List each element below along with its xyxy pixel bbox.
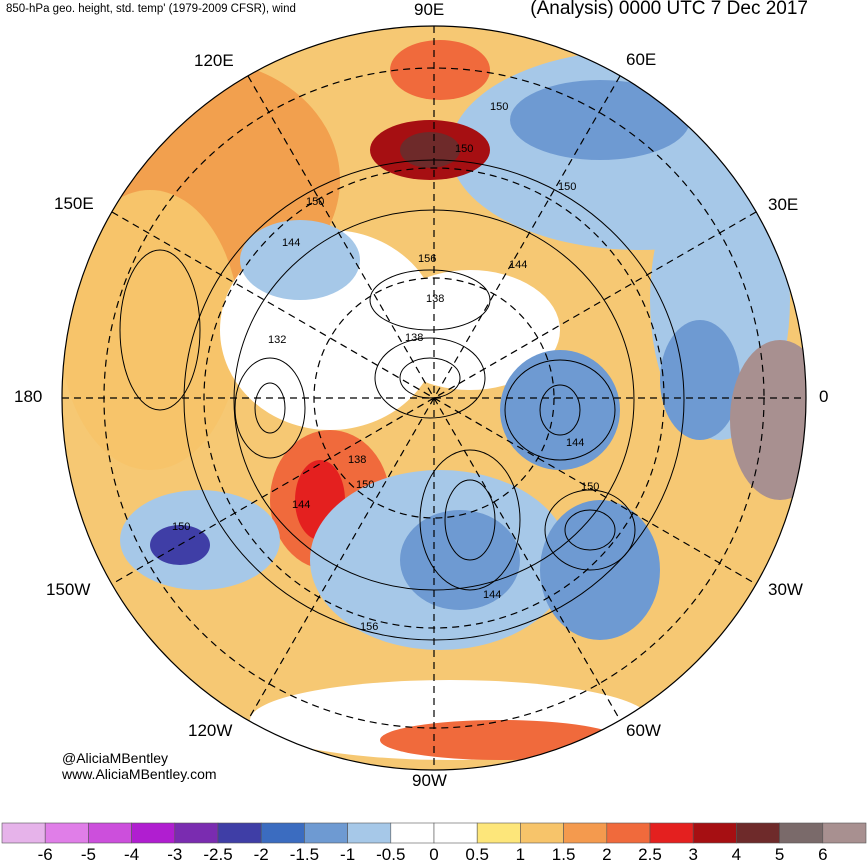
contour-label: 150 xyxy=(455,143,473,155)
colorbar-cell xyxy=(347,822,392,844)
colorbar-cell xyxy=(606,822,651,844)
colorbar-tick-label: 2 xyxy=(602,845,612,864)
colorbar-tick-label: 2.5 xyxy=(638,845,662,864)
longitude-label-150e: 150E xyxy=(54,194,94,213)
colorbar-tick-label: 0 xyxy=(429,845,439,864)
longitude-label-60e: 60E xyxy=(626,50,657,69)
contour-label: 144 xyxy=(509,259,527,271)
colorbar-cell xyxy=(476,822,521,844)
colorbar-tick-label: 1.5 xyxy=(551,845,576,864)
colorbar-cell xyxy=(1,822,46,844)
contour-label: 138 xyxy=(426,293,444,305)
colorbar-cell xyxy=(217,822,262,844)
colorbar-cell xyxy=(649,822,694,844)
polar-stereographic-map: 150 150 150 150 144 156 144 138 132 138 … xyxy=(61,25,807,771)
colorbar-tick-label: -4 xyxy=(124,845,140,864)
contour-label: 156 xyxy=(418,253,436,265)
longitude-label-90e: 90E xyxy=(414,0,445,19)
contour-labels: 150 150 150 150 144 156 144 138 132 138 … xyxy=(172,101,599,633)
colorbar-tick-label: -6 xyxy=(37,845,53,864)
contour-label: 150 xyxy=(172,521,190,533)
contour-label: 150 xyxy=(558,181,576,193)
colorbar-cell xyxy=(822,822,867,844)
colorbar-tick-label: 1 xyxy=(515,845,526,864)
contour-label: 132 xyxy=(268,334,286,346)
graticule xyxy=(62,26,806,770)
contour-label: 150 xyxy=(581,481,599,493)
colorbar-tick-label: -1 xyxy=(340,845,356,864)
colorbar-cell xyxy=(390,822,435,844)
contour-label: 144 xyxy=(282,237,300,249)
colorbar-tick-label: 6 xyxy=(818,845,828,864)
colorbar-tick-label: -5 xyxy=(80,845,96,864)
colorbar-tick-label: 3 xyxy=(688,845,698,864)
map-boundary xyxy=(61,25,807,771)
colorbar-tick-label: -3 xyxy=(167,845,183,864)
longitude-label-120w: 120W xyxy=(188,721,233,740)
colorbar-tick-label: 0.5 xyxy=(465,845,490,864)
temperature-anomaly-field xyxy=(62,26,806,770)
colorbar-tick-label: 5 xyxy=(774,845,785,864)
contour-label: 144 xyxy=(566,437,584,449)
contour-label: 150 xyxy=(356,479,374,491)
longitude-label-30e: 30E xyxy=(768,195,799,214)
colorbar-cell xyxy=(692,822,737,844)
contour-label: 144 xyxy=(483,589,501,601)
colorbar-tick-label: 4 xyxy=(731,845,742,864)
contour-label: 156 xyxy=(360,621,378,633)
credit-website: www.AliciaMBentley.com xyxy=(62,766,217,782)
colorbar-tick-label: -0.5 xyxy=(376,845,406,864)
colorbar-cell xyxy=(304,822,348,844)
colorbar-cell xyxy=(433,822,478,844)
longitude-label-30w: 30W xyxy=(768,580,803,599)
colorbar-cell xyxy=(520,822,564,844)
colorbar-cell xyxy=(131,822,176,844)
longitude-label-60w: 60W xyxy=(626,721,661,740)
contour-label: 138 xyxy=(405,332,423,344)
longitude-label-120e: 120E xyxy=(194,51,234,70)
credit-handle: @AliciaMBentley xyxy=(62,750,169,766)
contour-label: 150 xyxy=(306,196,324,208)
map-title: (Analysis) 0000 UTC 7 Dec 2017 xyxy=(530,0,808,19)
colorbar-cell xyxy=(44,822,89,844)
colorbar-tick-label: -2.5 xyxy=(203,845,233,864)
longitude-label-150w: 150W xyxy=(46,580,91,599)
longitude-label-180: 180 xyxy=(14,387,43,406)
longitude-label-0: 0 xyxy=(819,387,829,406)
colorbar-cell xyxy=(260,822,305,844)
longitude-label-90w: 90W xyxy=(412,771,447,790)
map-subtitle: 850-hPa geo. height, std. temp' (1979-20… xyxy=(6,3,296,15)
contour-label: 138 xyxy=(348,454,366,466)
colorbar-cell xyxy=(563,822,608,844)
colorbar-cell xyxy=(88,822,132,844)
colorbar-cell xyxy=(779,822,824,844)
colorbar-cell xyxy=(174,822,219,844)
contour-label: 150 xyxy=(490,101,508,113)
colorbar-cell xyxy=(736,822,780,844)
temperature-anomaly-colorbar xyxy=(1,822,867,844)
colorbar-tick-label: -2 xyxy=(253,845,269,864)
colorbar-tick-label: -1.5 xyxy=(289,845,320,864)
contour-label: 144 xyxy=(292,499,310,511)
